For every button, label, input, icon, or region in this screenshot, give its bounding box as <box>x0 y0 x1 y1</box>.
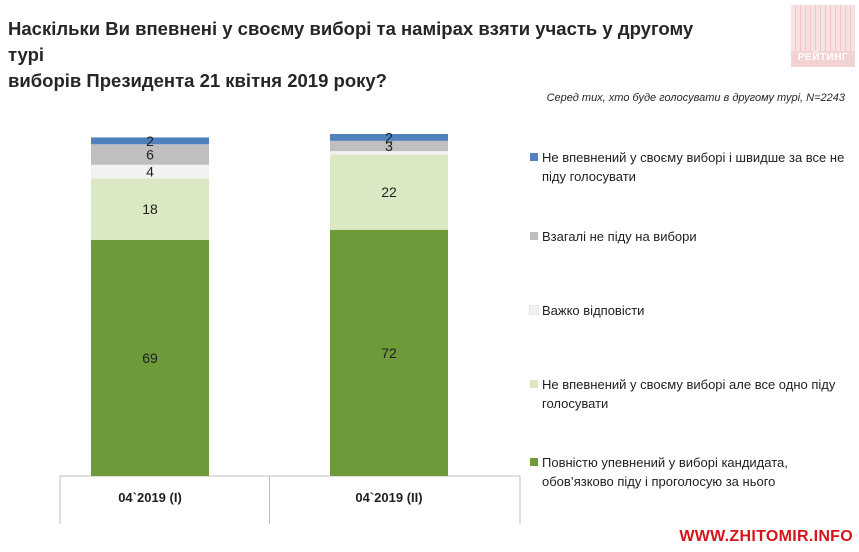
legend-label: Взагалі не піду на вибори <box>542 229 697 244</box>
rating-logo: РЕЙТИНГ <box>791 5 855 67</box>
chart-title-line-2: виборів Президента 21 квітня 2019 року? <box>8 70 387 91</box>
legend-swatch <box>530 458 538 466</box>
bar-segment <box>330 134 448 141</box>
chart-subtitle: Серед тих, хто буде голосувати в другому… <box>546 92 845 104</box>
bar-segment <box>91 178 209 241</box>
bar-segment <box>330 229 448 476</box>
data-label: 6 <box>146 147 154 163</box>
category-label: 04`2019 (II) <box>355 490 422 505</box>
legend-item: Не впевнений у своєму виборі і швидше за… <box>530 148 850 186</box>
bar-segment <box>91 137 209 145</box>
bar-segment <box>91 144 209 165</box>
legend-item: Повністю упевнений у виборі кандидата, о… <box>530 453 850 491</box>
legend-item: Важко відповісти <box>529 301 850 320</box>
legend-item: Взагалі не піду на вибори <box>530 227 850 246</box>
data-label: 4 <box>146 164 154 180</box>
data-label: 3 <box>385 138 393 154</box>
legend-swatch <box>530 153 538 161</box>
data-label: 69 <box>142 350 158 366</box>
site-watermark: WWW.ZHITOMIR.INFO <box>679 528 853 545</box>
bar-segment <box>330 140 448 152</box>
bar-segment <box>91 240 209 476</box>
legend-label: Важко відповісти <box>542 303 645 318</box>
legend-swatch <box>530 380 538 388</box>
chart-title: Наскільки Ви впевнені у своєму виборі та… <box>8 16 708 94</box>
legend-label: Не впевнений у своєму виборі і швидше за… <box>542 150 845 184</box>
legend-swatch <box>529 305 539 315</box>
bar-segment <box>330 151 448 155</box>
data-label: 18 <box>142 201 158 217</box>
logo-text: РЕЙТИНГ <box>797 52 849 63</box>
data-label: 2 <box>146 133 154 149</box>
legend-swatch <box>530 232 538 240</box>
bar-segment <box>330 154 448 230</box>
data-label: 2 <box>385 129 393 145</box>
legend-label: Повністю упевнений у виборі кандидата, о… <box>542 455 788 489</box>
logo-pattern <box>791 5 855 51</box>
legend-label: Не впевнений у своєму виборі але все одн… <box>542 377 836 411</box>
data-label: 72 <box>381 345 397 361</box>
data-label: 22 <box>381 184 397 200</box>
chart-title-line-1: Наскільки Ви впевнені у своєму виборі та… <box>8 18 694 65</box>
category-label: 04`2019 (I) <box>118 490 182 505</box>
bar-segment <box>91 164 209 179</box>
legend-item: Не впевнений у своєму виборі але все одн… <box>530 375 850 413</box>
